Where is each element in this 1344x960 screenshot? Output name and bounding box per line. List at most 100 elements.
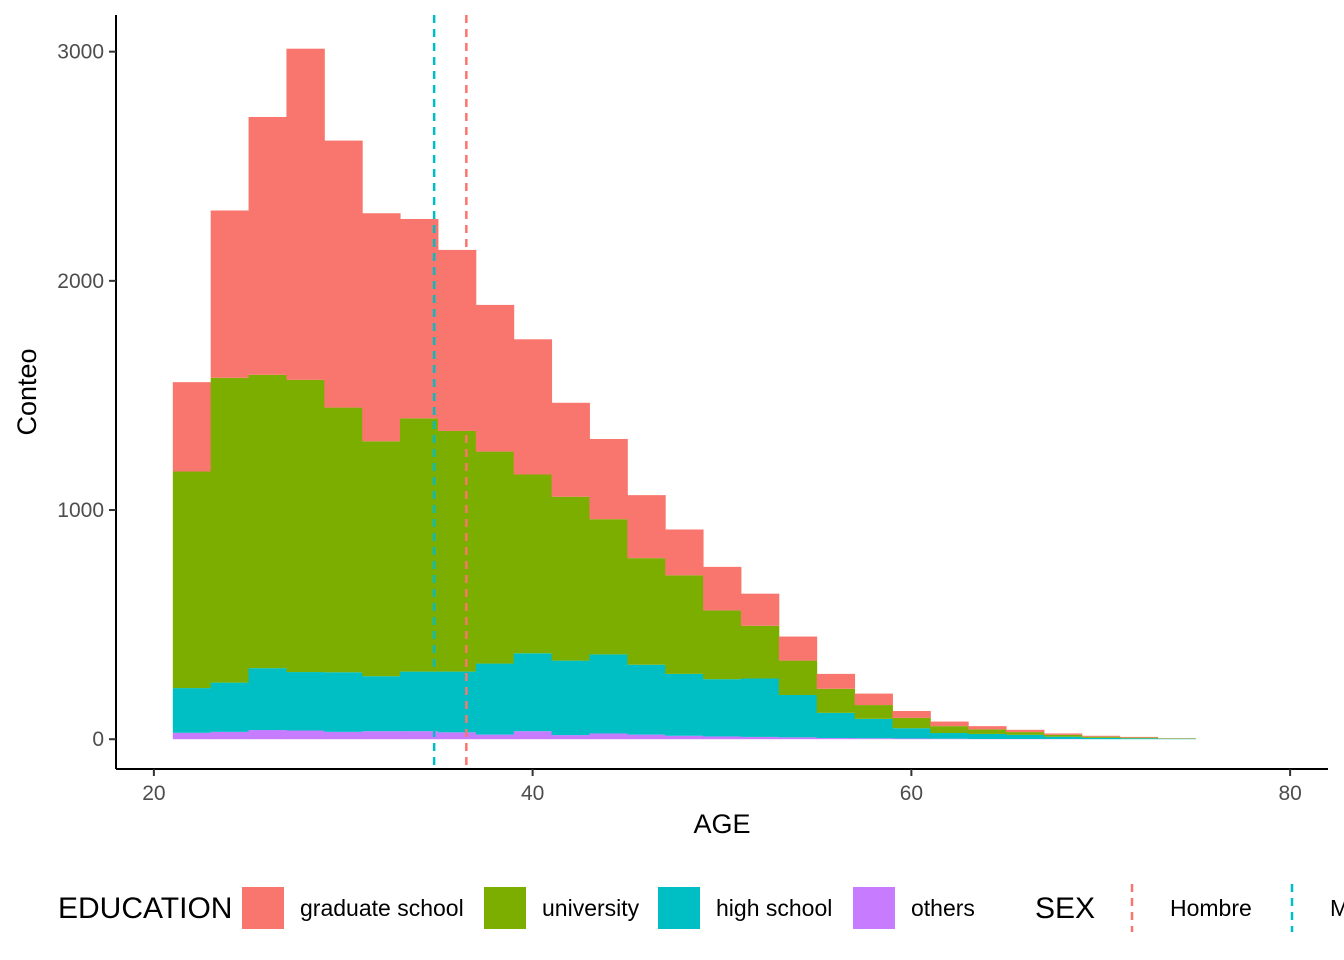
bar-university — [400, 418, 439, 672]
legend-key-high-school — [658, 887, 700, 929]
legend-label-m: M — [1330, 895, 1344, 921]
bar-others — [665, 735, 704, 740]
bar-high-school — [1081, 737, 1121, 740]
bar-high-school — [892, 728, 931, 739]
bar-high-school — [172, 688, 212, 733]
legend-sex-title: SEX — [1035, 892, 1095, 925]
bar-high-school — [740, 678, 780, 737]
bar-university — [324, 407, 363, 673]
legend-education-items: graduate school university high school othe… — [242, 887, 975, 929]
bar-others — [437, 732, 477, 740]
legend-key-graduate-school — [242, 887, 284, 929]
bar-high-school — [589, 654, 628, 734]
bar-high-school — [1119, 738, 1159, 740]
bar-graduate-school — [400, 218, 439, 419]
x-tick-label: 40 — [521, 782, 544, 805]
bar-graduate-school — [1119, 736, 1159, 738]
bar-graduate-school — [513, 339, 553, 475]
bar-graduate-school — [210, 210, 250, 378]
bar-university — [362, 441, 401, 677]
bar-others — [172, 732, 212, 740]
legend-label-high-school: high school — [716, 895, 832, 921]
bar-graduate-school — [286, 48, 325, 380]
x-tick-label: 60 — [900, 782, 923, 805]
legend-label-graduate-school: graduate school — [300, 895, 464, 921]
bar-university — [816, 688, 856, 713]
legend-key-university — [484, 887, 526, 929]
bar-university — [665, 575, 704, 674]
bar-high-school — [513, 653, 553, 732]
bar-others — [778, 737, 818, 740]
bar-graduate-school — [892, 711, 931, 718]
bar-others — [400, 731, 439, 740]
bar-high-school — [968, 733, 1007, 739]
bar-graduate-school — [740, 593, 780, 626]
bar-high-school — [778, 694, 818, 738]
bar-graduate-school — [437, 249, 477, 431]
bar-graduate-school — [816, 673, 856, 689]
bar-university — [703, 610, 742, 680]
y-tick-label: 2000 — [57, 270, 104, 293]
y-tick-label: 0 — [92, 728, 104, 751]
bar-university — [1043, 734, 1083, 737]
bar-university — [475, 451, 515, 664]
bar-graduate-school — [1081, 735, 1121, 737]
bar-others — [703, 736, 742, 740]
bar-graduate-school — [627, 495, 666, 559]
bar-graduate-school — [362, 213, 401, 442]
bar-university — [740, 625, 780, 679]
bar-others — [589, 733, 628, 740]
histogram-bars — [172, 48, 1196, 740]
bar-others — [286, 730, 325, 740]
bar-university — [930, 726, 969, 734]
bar-others — [513, 731, 553, 740]
bar-university — [513, 474, 553, 654]
bar-university — [1081, 736, 1121, 738]
bar-high-school — [475, 663, 515, 735]
legend-label-university: university — [542, 895, 640, 921]
bar-university — [968, 729, 1007, 734]
bar-others — [740, 736, 780, 740]
bar-high-school — [854, 718, 893, 739]
bar-graduate-school — [1006, 729, 1045, 733]
bar-university — [627, 558, 666, 665]
y-tick-label: 3000 — [57, 41, 104, 64]
bar-university — [1006, 732, 1045, 735]
bar-others — [210, 731, 250, 740]
bar-high-school — [627, 664, 666, 735]
bar-university — [210, 377, 250, 683]
bar-university — [551, 496, 590, 661]
bar-university — [286, 379, 325, 673]
bar-others — [816, 738, 856, 740]
bar-others — [324, 731, 363, 740]
bar-high-school — [703, 679, 742, 737]
bar-graduate-school — [930, 721, 969, 727]
bar-graduate-school — [854, 693, 893, 706]
bar-graduate-school — [324, 140, 363, 408]
y-tick-label: 1000 — [57, 499, 104, 522]
bar-others — [551, 735, 590, 740]
x-axis-title: AGE — [693, 809, 750, 839]
bar-high-school — [324, 672, 363, 732]
bar-graduate-school — [551, 402, 590, 497]
bar-high-school — [930, 733, 969, 739]
bar-university — [589, 519, 628, 655]
bar-university — [248, 374, 287, 669]
bar-high-school — [816, 712, 856, 739]
bar-high-school — [400, 671, 439, 732]
bar-graduate-school — [778, 636, 818, 661]
bar-others — [854, 738, 893, 740]
legend-sex-items: Hombre M — [1130, 884, 1344, 932]
bar-high-school — [286, 672, 325, 731]
bar-university — [437, 430, 477, 672]
bar-others — [248, 730, 287, 740]
bar-graduate-school — [703, 566, 742, 611]
axes: 20 40 60 80 0 1000 2000 3000 — [57, 15, 1328, 805]
legend-label-others: others — [911, 895, 975, 921]
bar-university — [892, 717, 931, 729]
x-tick-label: 20 — [142, 782, 165, 805]
bar-high-school — [551, 660, 590, 736]
bar-others — [475, 734, 515, 740]
bar-others — [892, 738, 931, 740]
